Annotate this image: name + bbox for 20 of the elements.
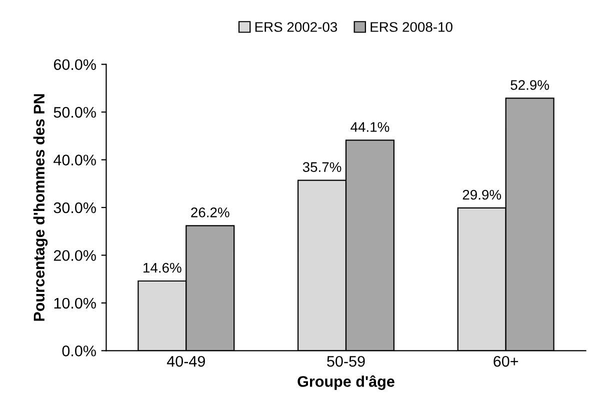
data-label: 35.7% <box>302 162 342 172</box>
legend-label: ERS 2002-03 <box>255 22 338 32</box>
y-tick-label: 30.0% <box>54 202 96 214</box>
y-tick-label: 50.0% <box>54 106 96 118</box>
x-tick-label: 60+ <box>494 356 518 367</box>
x-axis-title: Groupe d'âge <box>298 375 394 390</box>
x-tick-label: 50-59 <box>327 356 365 367</box>
legend-label: ERS 2008-10 <box>370 22 452 32</box>
x-tick-label: 40-49 <box>166 356 205 367</box>
y-tick-label: 20.0% <box>54 250 96 261</box>
y-tick-label: 10.0% <box>54 298 96 309</box>
y-tick-label: 60.0% <box>54 59 96 70</box>
y-tick-label: 0.0% <box>62 346 96 356</box>
data-label: 29.9% <box>462 190 502 200</box>
y-axis-title: Pourcentage d'hommes des PN <box>33 94 48 321</box>
data-label: 26.2% <box>191 208 230 218</box>
data-label: 44.1% <box>350 122 390 132</box>
data-label: 52.9% <box>510 80 550 90</box>
data-label: 14.6% <box>144 262 182 273</box>
y-tick-label: 40.0% <box>54 154 96 166</box>
